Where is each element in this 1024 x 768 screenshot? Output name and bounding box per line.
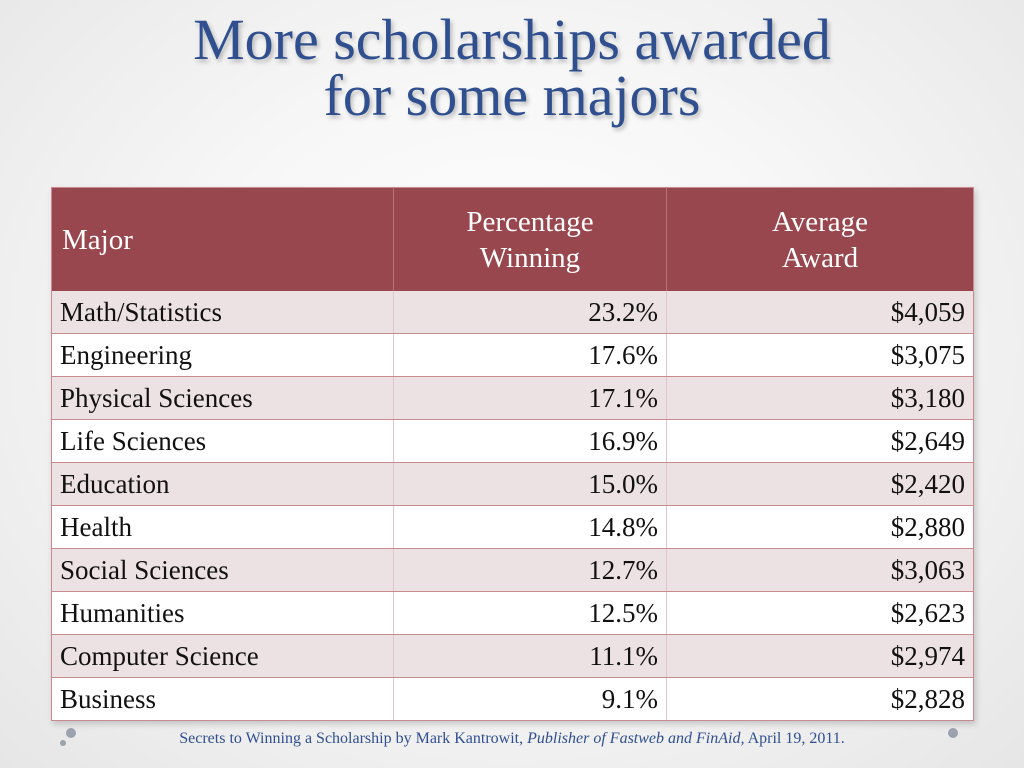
scholarship-table: Major Percentage Winning Average Award M… xyxy=(51,187,974,721)
header-pct-line-1: Percentage xyxy=(466,205,594,238)
cell-major: Computer Science xyxy=(51,634,394,678)
slide-title-line-1: More scholarships awarded xyxy=(193,7,831,72)
table-row: Math/Statistics 23.2% $4,059 xyxy=(51,291,974,334)
cell-award: $2,974 xyxy=(666,634,974,678)
cell-award: $3,063 xyxy=(666,548,974,592)
cell-percentage: 11.1% xyxy=(393,634,667,678)
cell-percentage: 23.2% xyxy=(393,291,667,334)
cell-percentage: 14.8% xyxy=(393,505,667,549)
cell-award: $2,828 xyxy=(666,677,974,721)
cell-major: Humanities xyxy=(51,591,394,635)
cell-major: Engineering xyxy=(51,333,394,377)
table-header: Major Percentage Winning Average Award xyxy=(51,187,974,291)
cell-major: Social Sciences xyxy=(51,548,394,592)
header-pct-line-2: Winning xyxy=(479,241,581,274)
decorative-dot-right xyxy=(948,728,958,738)
cell-major: Education xyxy=(51,462,394,506)
table-row: Engineering 17.6% $3,075 xyxy=(51,333,974,377)
cell-award: $3,180 xyxy=(666,376,974,420)
source-citation: Secrets to Winning a Scholarship by Mark… xyxy=(0,730,1024,748)
citation-publisher: Publisher of Fastweb and FinAid, xyxy=(527,730,745,747)
table-row: Social Sciences 12.7% $3,063 xyxy=(51,548,974,592)
cell-award: $3,075 xyxy=(666,333,974,377)
cell-percentage: 16.9% xyxy=(393,419,667,463)
table-row: Education 15.0% $2,420 xyxy=(51,462,974,506)
cell-major: Health xyxy=(51,505,394,549)
table-row: Humanities 12.5% $2,623 xyxy=(51,591,974,635)
cell-award: $4,059 xyxy=(666,291,974,334)
header-avg-line-2: Award xyxy=(781,241,859,274)
citation-prefix: Secrets to Winning a Scholarship by Mark… xyxy=(179,730,528,747)
cell-percentage: 12.7% xyxy=(393,548,667,592)
cell-percentage: 17.6% xyxy=(393,333,667,377)
table-row: Computer Science 11.1% $2,974 xyxy=(51,634,974,678)
cell-major: Physical Sciences xyxy=(51,376,394,420)
cell-award: $2,649 xyxy=(666,419,974,463)
table-row: Physical Sciences 17.1% $3,180 xyxy=(51,376,974,420)
cell-major: Math/Statistics xyxy=(51,291,394,334)
cell-percentage: 17.1% xyxy=(393,376,667,420)
header-avg-line-1: Average xyxy=(771,205,869,238)
table-row: Life Sciences 16.9% $2,649 xyxy=(51,419,974,463)
slide-title-line-2: for some majors xyxy=(323,63,701,128)
table-body: Math/Statistics 23.2% $4,059 Engineering… xyxy=(51,291,974,721)
header-average-award: Average Award xyxy=(666,187,974,291)
table-row: Business 9.1% $2,828 xyxy=(51,677,974,721)
header-major: Major xyxy=(51,187,394,291)
table-row: Health 14.8% $2,880 xyxy=(51,505,974,549)
cell-major: Life Sciences xyxy=(51,419,394,463)
slide-title: More scholarships awarded for some major… xyxy=(0,7,1024,128)
decorative-dot-left-small xyxy=(60,740,66,746)
cell-percentage: 12.5% xyxy=(393,591,667,635)
header-percentage-winning: Percentage Winning xyxy=(393,187,667,291)
cell-award: $2,623 xyxy=(666,591,974,635)
decorative-dot-left xyxy=(66,728,76,738)
cell-percentage: 9.1% xyxy=(393,677,667,721)
cell-major: Business xyxy=(51,677,394,721)
cell-award: $2,880 xyxy=(666,505,974,549)
cell-percentage: 15.0% xyxy=(393,462,667,506)
cell-award: $2,420 xyxy=(666,462,974,506)
citation-date: April 19, 2011. xyxy=(744,730,845,747)
